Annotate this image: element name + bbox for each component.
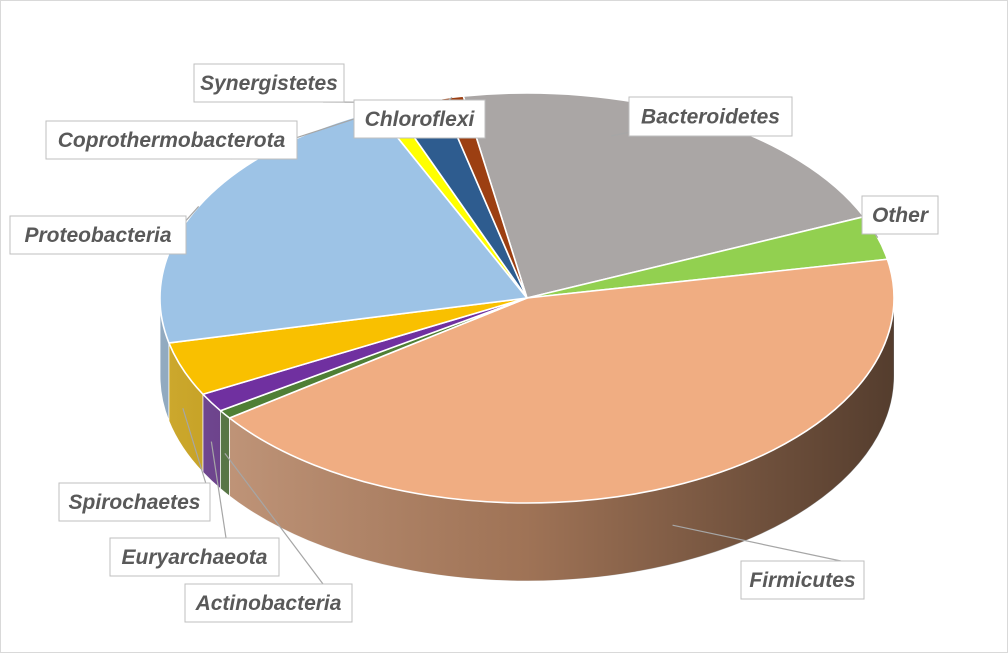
data-label-euryarchaeota: Euryarchaeota (109, 537, 280, 577)
leader-line-spirochaetes (182, 408, 211, 498)
leader-line-actinobacteria (224, 453, 324, 585)
data-label-text: Proteobacteria (24, 224, 171, 247)
data-label-box (45, 120, 298, 160)
data-label-text: Spirochaetes (69, 491, 201, 514)
data-label-firmicutes: Firmicutes (740, 560, 865, 600)
data-label-box (109, 537, 280, 577)
pie-slice-chloroflexi[interactable] (440, 95, 528, 299)
data-label-box (184, 583, 353, 623)
data-label-text: Firmicutes (749, 569, 855, 592)
data-label-box (861, 195, 939, 235)
data-label-text: Actinobacteria (195, 592, 342, 615)
data-label-coprothermobacterota: Coprothermobacterota (45, 120, 298, 160)
data-label-chloroflexi: Chloroflexi (353, 99, 486, 139)
data-label-synergistetes: Synergistetes (193, 63, 345, 103)
pie-slice-firmicutes[interactable] (228, 258, 895, 504)
data-label-box (740, 560, 865, 600)
leader-line-euryarchaeota (210, 441, 227, 539)
leader-line-firmicutes (672, 524, 842, 562)
data-label-text: Euryarchaeota (122, 546, 268, 569)
data-label-box (353, 99, 486, 139)
data-label-bacteroidetes: Bacteroidetes (628, 96, 793, 137)
pie-slice-proteobacteria[interactable] (159, 110, 528, 344)
data-label-box (9, 215, 187, 255)
data-label-other: Other (861, 195, 939, 235)
data-label-text: Bacteroidetes (641, 106, 780, 129)
data-label-actinobacteria: Actinobacteria (184, 583, 353, 623)
data-label-box (193, 63, 345, 103)
data-label-text: Other (872, 204, 930, 227)
data-label-proteobacteria: Proteobacteria (9, 215, 187, 255)
data-label-text: Chloroflexi (365, 108, 476, 131)
data-label-spirochaetes: Spirochaetes (58, 482, 211, 522)
data-label-box (628, 96, 793, 137)
data-label-text: Coprothermobacterota (58, 129, 286, 152)
data-label-text: Synergistetes (200, 72, 338, 95)
data-label-box (58, 482, 211, 522)
